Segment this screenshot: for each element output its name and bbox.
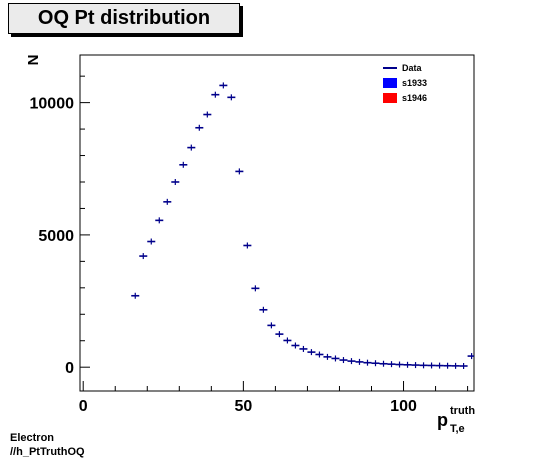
- data-point: [147, 238, 156, 245]
- data-point: [275, 331, 284, 338]
- data-point: [307, 349, 316, 356]
- data-point: [315, 351, 324, 358]
- chart-title: OQ Pt distribution: [37, 7, 211, 29]
- data-point: [171, 178, 180, 185]
- y-axis-label: N: [25, 55, 42, 66]
- data-point: [131, 292, 140, 299]
- data-point: [251, 285, 260, 292]
- data-point: [219, 82, 228, 89]
- y-tick-label: 0: [65, 360, 74, 377]
- data-point: [403, 361, 412, 368]
- data-point: [363, 359, 372, 366]
- data-point: [435, 362, 444, 369]
- x-tick-label: 50: [234, 398, 252, 415]
- data-point: [451, 362, 460, 369]
- legend: Data s1933 s1946: [383, 63, 427, 103]
- data-point: [411, 362, 420, 369]
- data-marks: [131, 82, 474, 369]
- data-point: [419, 362, 428, 369]
- data-point: [347, 358, 356, 365]
- legend-label: Data: [402, 63, 423, 73]
- data-point: [395, 361, 404, 368]
- data-point: [371, 360, 380, 367]
- footer-line-1: Electron: [10, 432, 55, 444]
- data-point: [299, 345, 308, 352]
- legend-label: s1946: [402, 93, 427, 103]
- x-axis-label-main: p: [437, 410, 448, 430]
- x-axis-label-sup: truth: [450, 405, 475, 417]
- x-axis-label-sub: T,e: [450, 423, 465, 435]
- data-point: [467, 353, 474, 360]
- data-point: [211, 91, 220, 98]
- legend-entry: s1946: [383, 93, 427, 103]
- data-point: [339, 357, 348, 364]
- data-point: [235, 168, 244, 175]
- legend-swatch-box: [383, 93, 397, 103]
- data-point: [259, 306, 268, 313]
- data-point: [323, 353, 332, 360]
- data-point: [267, 322, 276, 329]
- chart-title-box: OQ Pt distribution: [8, 3, 240, 34]
- data-point: [163, 198, 172, 205]
- legend-entry: Data: [383, 63, 423, 73]
- data-point: [379, 360, 388, 367]
- data-point: [283, 337, 292, 344]
- data-point: [179, 161, 188, 168]
- data-point: [187, 144, 196, 151]
- data-point: [427, 362, 436, 369]
- data-point: [355, 358, 364, 365]
- data-point: [227, 94, 236, 101]
- data-point: [443, 362, 452, 369]
- x-tick-label: 100: [390, 398, 417, 415]
- data-point: [243, 242, 252, 249]
- legend-label: s1933: [402, 78, 427, 88]
- y-tick-label: 5000: [38, 228, 74, 245]
- data-point: [459, 362, 468, 369]
- x-tick-label: 0: [79, 398, 88, 415]
- legend-entry: s1933: [383, 78, 427, 88]
- axes: 0 50 100 0 5000 10000: [30, 75, 469, 415]
- legend-swatch-box: [383, 78, 397, 88]
- data-point: [387, 361, 396, 368]
- data-point: [331, 355, 340, 362]
- data-point: [139, 253, 148, 260]
- data-point: [155, 217, 164, 224]
- data-point: [203, 111, 212, 118]
- y-tick-label: 10000: [30, 96, 75, 113]
- plot-frame: [79, 54, 475, 392]
- x-axis-label: p truth T,e: [437, 405, 475, 435]
- data-point: [195, 124, 204, 131]
- footer-line-2: //h_PtTruthOQ: [10, 446, 85, 458]
- data-point: [291, 342, 300, 349]
